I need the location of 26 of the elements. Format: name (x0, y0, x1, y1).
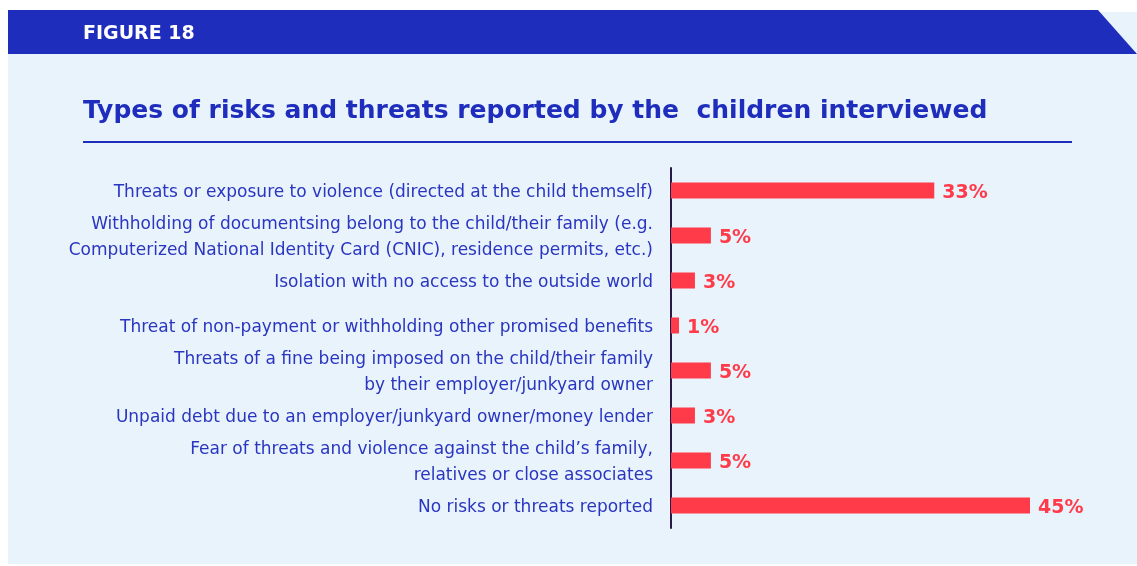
y-tick-label: Unpaid debt due to an employer/junkyard owner/money lender (115, 405, 653, 426)
bar (671, 317, 679, 334)
bar (671, 182, 935, 199)
caption: FIGURE 18 (83, 20, 195, 45)
bar (671, 407, 695, 424)
y-tick-label: No risks or threats reported (417, 495, 653, 516)
bar (671, 362, 711, 379)
data-label: 45% (1038, 494, 1084, 517)
y-tick-label: Fear of threats and violence against the child’s family, relatives or close associates (190, 437, 654, 484)
data-label: 5% (718, 224, 752, 247)
bar (671, 227, 711, 244)
bar (671, 452, 711, 469)
chart-title: Types of risks and threats reported by the children interviewed (83, 94, 988, 126)
y-tick-label: Withholding of documentsing belong to the child/their family (e.g. Computerized National Identity Card (CNIC), residence permits, etc.) (68, 212, 653, 259)
data-label: 1% (686, 314, 720, 337)
data-label: 5% (718, 359, 752, 382)
data-label: 33% (942, 179, 988, 202)
bar (671, 497, 1030, 514)
data-label: 3% (702, 404, 736, 427)
y-tick-label: Threats or exposure to violence (directed at the child themself) (112, 180, 653, 201)
data-label: 5% (718, 449, 752, 472)
y-tick-label: Threats of a fine being imposed on the child/their family by their employer/junkyard owner (173, 347, 654, 394)
data-label: 3% (702, 269, 736, 292)
y-tick-label: Isolation with no access to the outside world (274, 270, 653, 291)
y-tick-label: Threat of non-payment or withholding other promised benefits (119, 315, 654, 336)
bar (671, 272, 695, 289)
